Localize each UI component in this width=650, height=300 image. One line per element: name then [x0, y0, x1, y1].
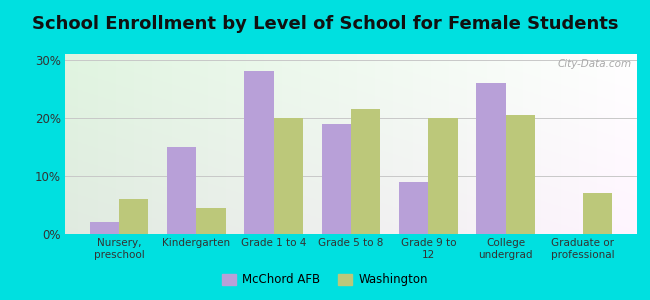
Text: City-Data.com: City-Data.com	[557, 59, 631, 69]
Bar	[274, 118, 303, 234]
Bar	[351, 109, 380, 234]
Bar	[583, 194, 612, 234]
Bar	[196, 208, 226, 234]
Bar	[399, 182, 428, 234]
Bar	[506, 115, 535, 234]
Bar	[322, 124, 351, 234]
Legend: McChord AFB, Washington: McChord AFB, Washington	[218, 269, 432, 291]
Bar	[476, 83, 506, 234]
Text: School Enrollment by Level of School for Female Students: School Enrollment by Level of School for…	[32, 15, 618, 33]
Bar	[428, 118, 458, 234]
Bar	[119, 199, 148, 234]
Bar	[90, 222, 119, 234]
Bar	[167, 147, 196, 234]
Bar	[244, 71, 274, 234]
